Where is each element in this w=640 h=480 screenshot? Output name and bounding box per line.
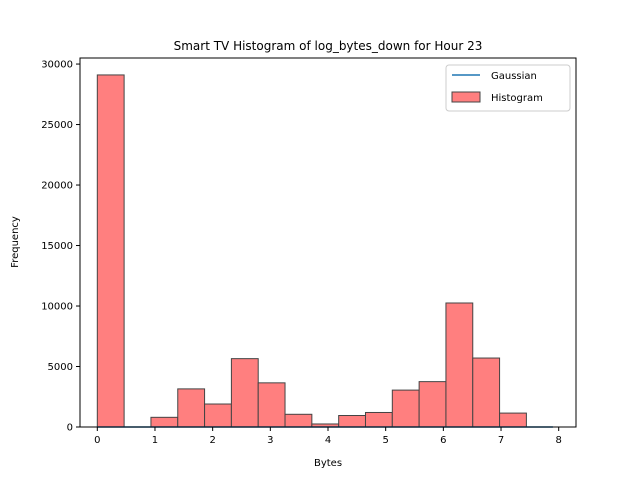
y-tick-label: 25000	[41, 120, 73, 131]
x-axis-label: Bytes	[314, 458, 342, 469]
y-tick-label: 30000	[41, 60, 73, 71]
legend-gaussian-label: Gaussian	[491, 71, 537, 82]
x-tick-label: 0	[94, 435, 100, 446]
chart-title: Smart TV Histogram of log_bytes_down for…	[174, 39, 483, 53]
x-tick-label: 3	[267, 435, 273, 446]
y-tick-label: 20000	[41, 181, 73, 192]
x-tick-label: 2	[209, 435, 215, 446]
x-axis-ticks: 0 1 2 3 4 5 6 7 8	[94, 427, 562, 446]
histogram-bar	[257, 382, 286, 428]
x-tick-label: 8	[556, 435, 562, 446]
histogram-bar	[391, 389, 420, 428]
histogram-bar	[499, 412, 527, 428]
x-tick-label: 5	[382, 435, 388, 446]
histogram-bar	[338, 415, 366, 428]
histogram-bar	[472, 357, 501, 428]
x-tick-label: 6	[440, 435, 446, 446]
histogram-bar	[204, 403, 232, 428]
x-tick-label: 1	[152, 435, 158, 446]
histogram-bar	[445, 302, 474, 428]
histogram-bar	[418, 381, 447, 428]
legend: Gaussian Histogram	[445, 64, 571, 112]
histogram-bar	[177, 388, 206, 428]
y-axis-label: Frequency	[10, 216, 21, 268]
x-tick-label: 4	[325, 435, 331, 446]
histogram-bar	[364, 411, 393, 428]
histogram-bar	[230, 358, 259, 428]
y-tick-label: 15000	[41, 241, 73, 252]
histogram-bar	[284, 413, 313, 428]
histogram-bars	[96, 74, 527, 428]
y-axis-ticks: 0 5000 10000 15000 20000 25000 30000	[41, 60, 80, 434]
legend-histogram-swatch	[451, 91, 481, 103]
x-tick-label: 7	[498, 435, 504, 446]
legend-histogram-label: Histogram	[491, 93, 543, 104]
y-tick-label: 5000	[48, 362, 73, 373]
y-tick-label: 10000	[41, 302, 73, 313]
y-tick-label: 0	[67, 423, 73, 434]
histogram-bar	[96, 74, 125, 428]
histogram-bar	[150, 416, 179, 428]
